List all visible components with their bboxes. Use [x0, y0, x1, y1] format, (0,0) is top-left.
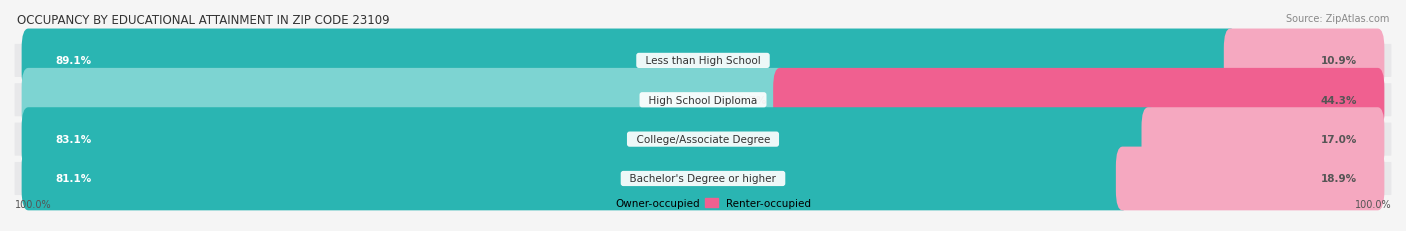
FancyBboxPatch shape — [14, 84, 1392, 117]
FancyBboxPatch shape — [1142, 108, 1385, 171]
FancyBboxPatch shape — [21, 29, 1237, 93]
Text: 100.0%: 100.0% — [1354, 199, 1391, 209]
FancyBboxPatch shape — [773, 69, 1385, 132]
Text: High School Diploma: High School Diploma — [643, 95, 763, 105]
Text: Bachelor's Degree or higher: Bachelor's Degree or higher — [623, 174, 783, 184]
Text: 18.9%: 18.9% — [1322, 174, 1357, 184]
Text: OCCUPANCY BY EDUCATIONAL ATTAINMENT IN ZIP CODE 23109: OCCUPANCY BY EDUCATIONAL ATTAINMENT IN Z… — [17, 14, 389, 27]
Text: College/Associate Degree: College/Associate Degree — [630, 134, 776, 145]
FancyBboxPatch shape — [14, 45, 1392, 78]
Text: 44.3%: 44.3% — [1320, 95, 1357, 105]
Text: Source: ZipAtlas.com: Source: ZipAtlas.com — [1285, 14, 1389, 24]
FancyBboxPatch shape — [14, 123, 1392, 156]
Text: 81.1%: 81.1% — [55, 174, 91, 184]
Text: Less than High School: Less than High School — [638, 56, 768, 66]
FancyBboxPatch shape — [21, 69, 786, 132]
FancyBboxPatch shape — [21, 108, 1156, 171]
Text: 89.1%: 89.1% — [55, 56, 91, 66]
FancyBboxPatch shape — [21, 147, 1129, 210]
Text: 83.1%: 83.1% — [55, 134, 91, 145]
FancyBboxPatch shape — [1116, 147, 1385, 210]
Text: 100.0%: 100.0% — [15, 199, 52, 209]
Text: 17.0%: 17.0% — [1322, 134, 1357, 145]
FancyBboxPatch shape — [14, 162, 1392, 195]
Text: 55.7%: 55.7% — [730, 95, 766, 105]
Legend: Owner-occupied, Renter-occupied: Owner-occupied, Renter-occupied — [595, 198, 811, 208]
FancyBboxPatch shape — [1223, 29, 1385, 93]
Text: 10.9%: 10.9% — [1322, 56, 1357, 66]
